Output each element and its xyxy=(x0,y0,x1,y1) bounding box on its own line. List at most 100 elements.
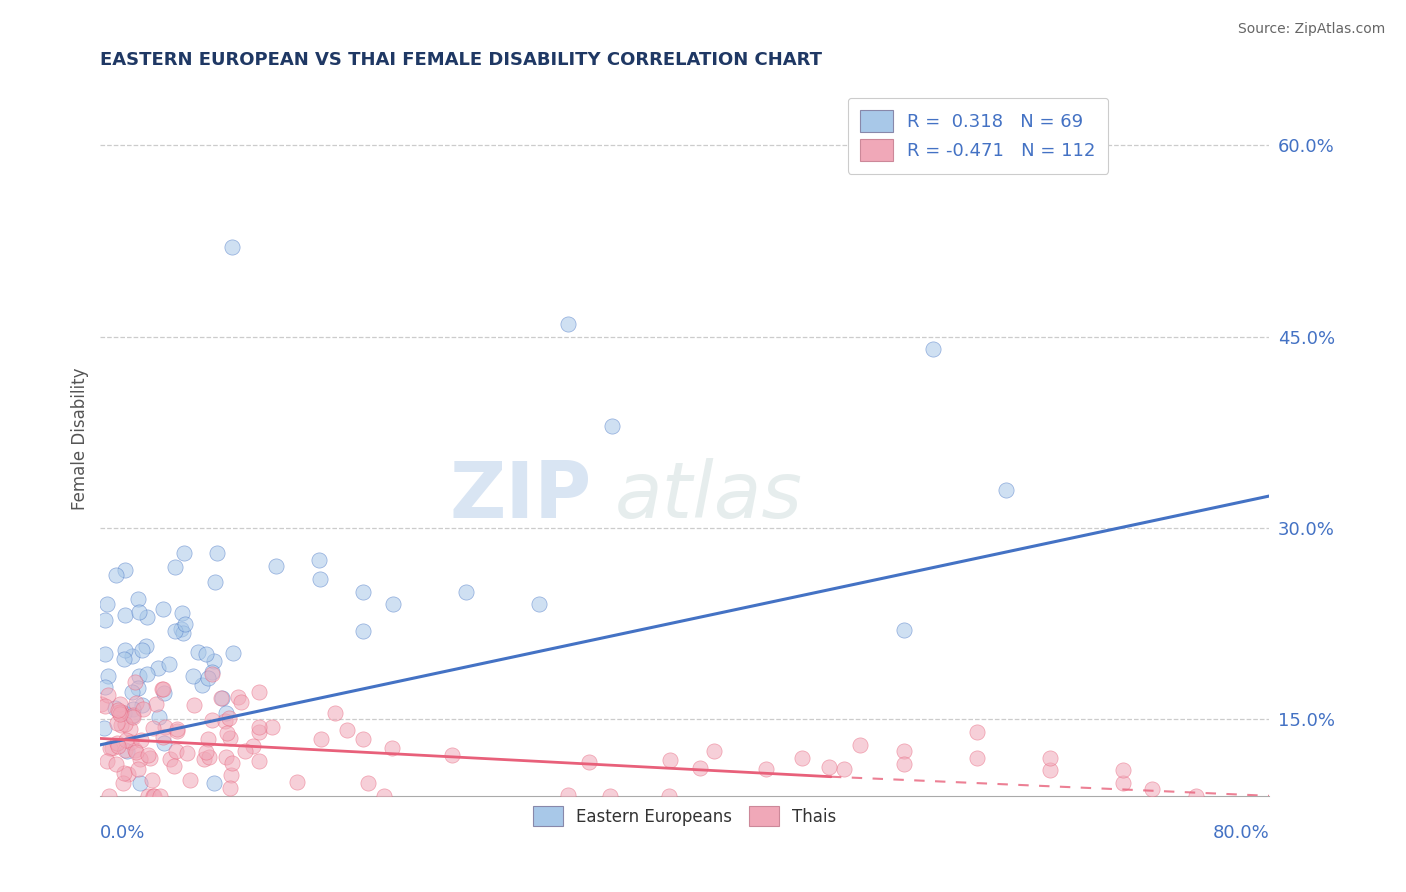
Point xyxy=(600,418,623,433)
Point xyxy=(323,706,346,721)
Point xyxy=(218,731,240,746)
Point xyxy=(94,613,117,627)
Point xyxy=(226,690,249,705)
Point xyxy=(356,775,378,789)
Point xyxy=(152,681,174,696)
Point xyxy=(141,773,163,788)
Point xyxy=(94,648,117,662)
Y-axis label: Female Disability: Female Disability xyxy=(72,368,89,510)
Point xyxy=(215,706,238,720)
Point xyxy=(247,725,270,739)
Point xyxy=(201,713,224,727)
Point xyxy=(107,705,129,719)
Point xyxy=(176,747,198,761)
Point xyxy=(849,738,872,752)
Point xyxy=(124,743,146,757)
Point xyxy=(136,747,159,762)
Point xyxy=(152,601,174,615)
Point xyxy=(165,560,187,574)
Point xyxy=(1039,764,1062,778)
Point xyxy=(125,745,148,759)
Point xyxy=(194,745,217,759)
Point xyxy=(112,652,135,666)
Point xyxy=(142,789,165,803)
Point xyxy=(198,749,221,764)
Point xyxy=(153,736,176,750)
Point xyxy=(110,705,132,719)
Point xyxy=(159,751,181,765)
Point xyxy=(110,698,132,712)
Point xyxy=(127,762,149,776)
Point xyxy=(1185,789,1208,803)
Point xyxy=(152,681,174,696)
Point xyxy=(179,773,201,788)
Point xyxy=(173,617,195,632)
Point xyxy=(247,685,270,699)
Point xyxy=(165,744,187,758)
Point xyxy=(441,747,464,762)
Point xyxy=(191,678,214,692)
Point xyxy=(221,646,243,660)
Point xyxy=(163,759,186,773)
Point xyxy=(599,789,621,803)
Point xyxy=(755,762,778,776)
Point xyxy=(195,647,218,661)
Point xyxy=(120,723,142,737)
Point xyxy=(309,731,332,746)
Point xyxy=(114,743,136,757)
Point xyxy=(578,755,600,769)
Point xyxy=(218,711,240,725)
Point xyxy=(527,598,550,612)
Point xyxy=(115,744,138,758)
Point xyxy=(202,776,225,790)
Point xyxy=(336,723,359,738)
Point xyxy=(170,622,193,636)
Point xyxy=(183,698,205,713)
Point xyxy=(112,776,135,790)
Point xyxy=(104,567,127,582)
Point xyxy=(112,706,135,720)
Point xyxy=(352,584,374,599)
Point xyxy=(308,553,330,567)
Point xyxy=(211,690,233,705)
Point xyxy=(689,761,711,775)
Point xyxy=(373,789,395,803)
Point xyxy=(790,750,813,764)
Point xyxy=(817,760,839,774)
Point xyxy=(122,707,145,722)
Point xyxy=(114,643,136,657)
Point xyxy=(557,317,579,331)
Text: 0.0%: 0.0% xyxy=(100,824,146,842)
Point xyxy=(138,751,160,765)
Point xyxy=(922,343,945,357)
Point xyxy=(114,607,136,622)
Point xyxy=(105,716,128,731)
Point xyxy=(136,667,159,681)
Point xyxy=(221,240,243,254)
Point xyxy=(117,767,139,781)
Point xyxy=(122,710,145,724)
Point xyxy=(128,776,150,790)
Point xyxy=(152,685,174,699)
Point xyxy=(454,584,477,599)
Point xyxy=(93,721,115,735)
Point xyxy=(1112,764,1135,778)
Point xyxy=(229,695,252,709)
Point xyxy=(262,720,284,734)
Point xyxy=(136,789,159,803)
Point xyxy=(128,752,150,766)
Point xyxy=(204,574,226,589)
Point xyxy=(197,732,219,747)
Point xyxy=(128,605,150,619)
Point xyxy=(1142,782,1164,797)
Point xyxy=(143,789,166,803)
Point xyxy=(703,744,725,758)
Point xyxy=(98,740,121,755)
Point xyxy=(352,624,374,638)
Point xyxy=(104,757,127,772)
Point xyxy=(172,606,194,620)
Point xyxy=(893,623,915,637)
Point xyxy=(658,789,681,803)
Point xyxy=(352,732,374,747)
Point xyxy=(108,707,131,722)
